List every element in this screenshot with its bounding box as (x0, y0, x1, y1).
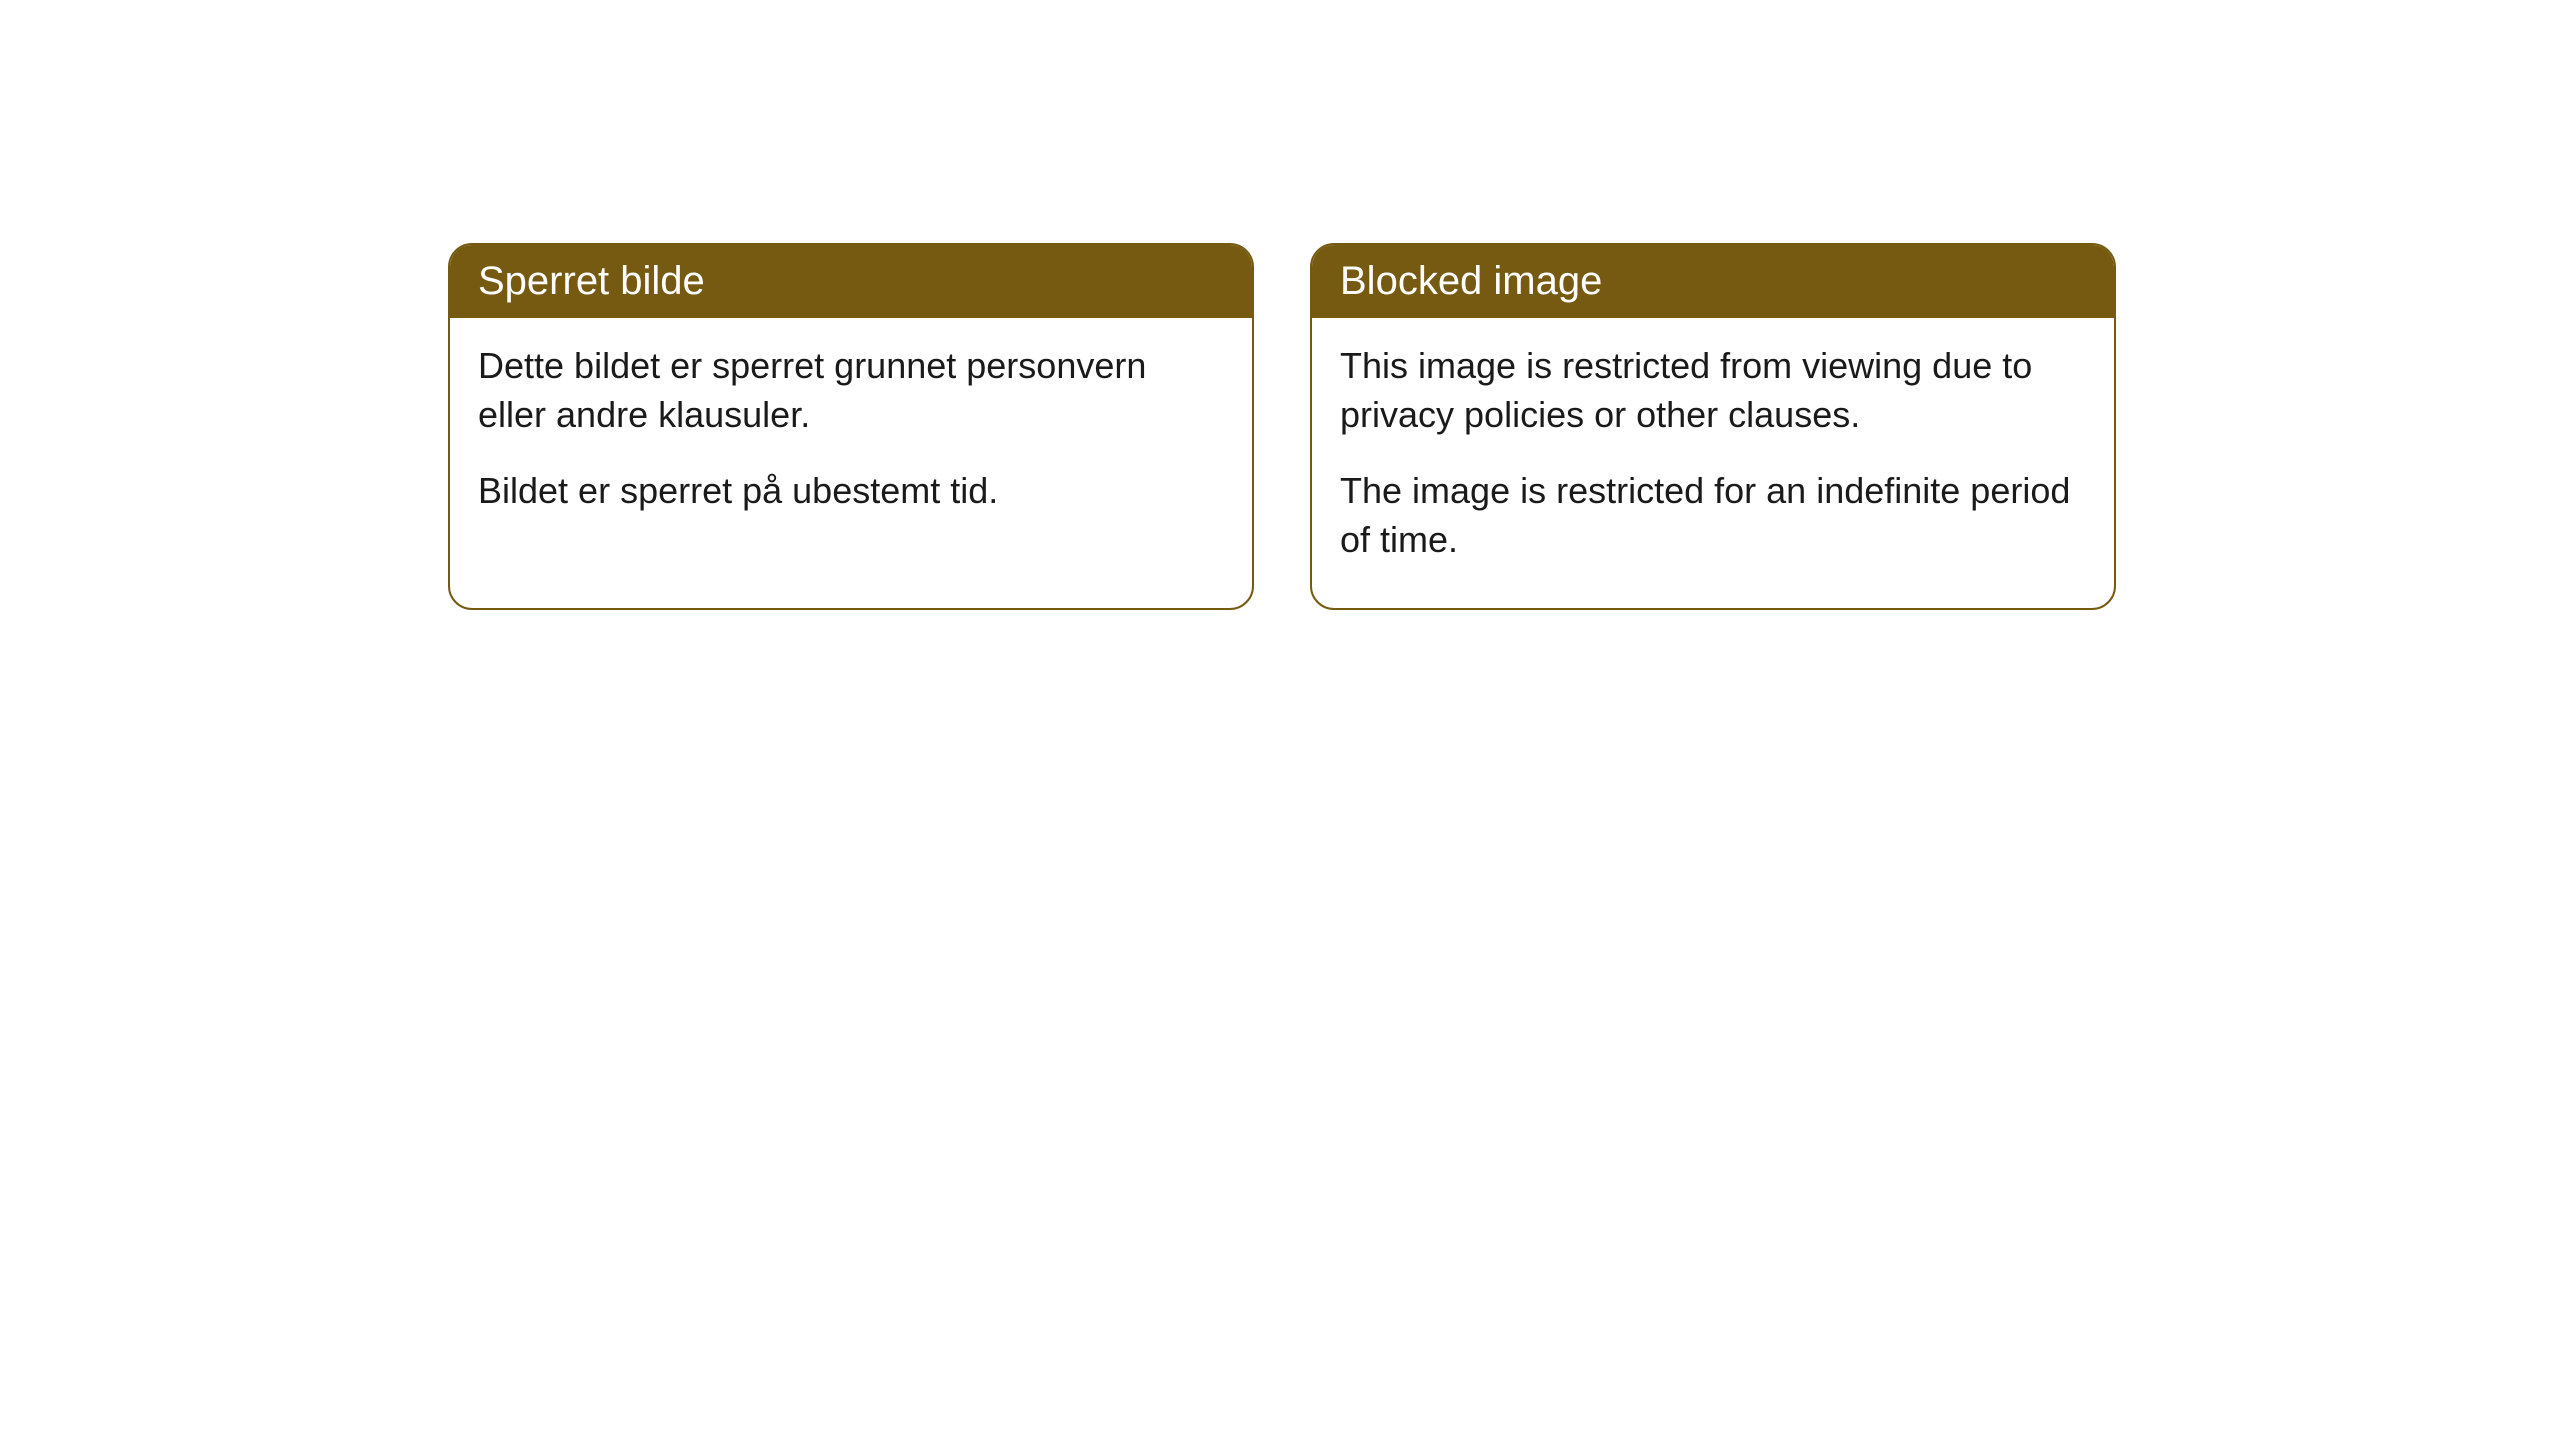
blocked-image-card-norwegian: Sperret bilde Dette bildet er sperret gr… (448, 243, 1254, 610)
card-title-english: Blocked image (1340, 259, 1602, 303)
card-header-norwegian: Sperret bilde (450, 245, 1252, 318)
card-paragraph-2-norwegian: Bildet er sperret på ubestemt tid. (478, 467, 1224, 516)
card-paragraph-1-english: This image is restricted from viewing du… (1340, 342, 2086, 439)
blocked-image-card-english: Blocked image This image is restricted f… (1310, 243, 2116, 610)
card-header-english: Blocked image (1312, 245, 2114, 318)
card-body-english: This image is restricted from viewing du… (1312, 318, 2114, 608)
card-title-norwegian: Sperret bilde (478, 259, 705, 303)
notice-cards-container: Sperret bilde Dette bildet er sperret gr… (448, 243, 2116, 610)
card-paragraph-1-norwegian: Dette bildet er sperret grunnet personve… (478, 342, 1224, 439)
card-paragraph-2-english: The image is restricted for an indefinit… (1340, 467, 2086, 564)
card-body-norwegian: Dette bildet er sperret grunnet personve… (450, 318, 1252, 560)
